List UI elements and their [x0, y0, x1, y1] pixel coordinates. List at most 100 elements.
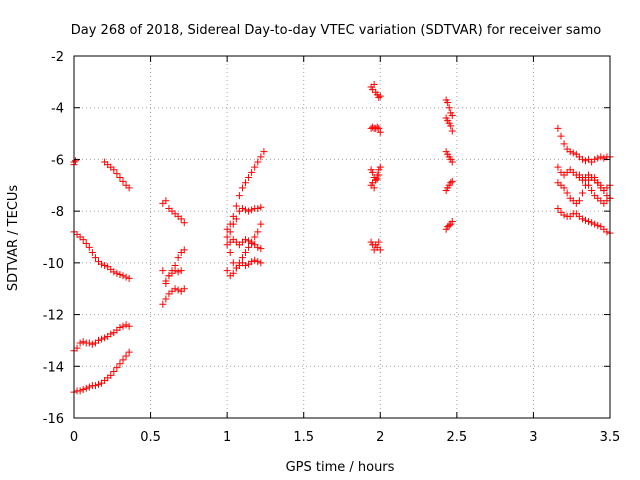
data-point-plus — [101, 261, 109, 269]
series-arc-11 — [223, 203, 265, 241]
series-arc-25 — [554, 124, 614, 166]
data-point-plus — [447, 122, 455, 130]
data-point-plus — [223, 267, 231, 275]
data-point-plus — [260, 148, 268, 156]
data-point-plus — [79, 236, 87, 244]
data-point-plus — [110, 166, 118, 174]
data-point-plus — [375, 93, 383, 101]
series-arc-10 — [223, 148, 268, 233]
data-point-plus — [245, 243, 253, 251]
x-tick-label: 2 — [376, 430, 384, 445]
data-point-plus — [373, 123, 381, 131]
data-point-plus — [85, 243, 93, 251]
data-point-plus — [242, 179, 250, 187]
series-arc-9 — [162, 267, 185, 288]
data-point-plus — [72, 157, 80, 165]
data-point-plus — [581, 216, 589, 224]
plot-frame — [73, 55, 611, 419]
data-point-plus — [180, 219, 188, 227]
data-point-plus — [119, 272, 127, 280]
x-tick-label: 2.5 — [447, 430, 468, 445]
series-arc-20 — [442, 96, 456, 119]
data-point-plus — [251, 163, 259, 171]
data-point-plus — [376, 92, 384, 100]
data-point-plus — [116, 324, 124, 331]
data-point-plus — [257, 259, 265, 267]
data-point-plus — [560, 211, 568, 219]
data-point-plus — [122, 321, 130, 329]
x-tick-label: 1 — [223, 430, 231, 445]
data-point-plus — [557, 132, 565, 140]
data-point-plus — [110, 268, 118, 276]
data-point-plus — [257, 203, 265, 211]
data-point-plus — [569, 149, 577, 157]
data-point-plus — [226, 228, 234, 236]
series-arc-5 — [101, 158, 133, 192]
series-arc-18 — [367, 171, 383, 192]
data-point-plus — [257, 153, 265, 161]
series-arc-24 — [442, 217, 456, 233]
data-point-plus — [88, 340, 96, 348]
series-arc-28 — [554, 205, 614, 237]
data-point-plus — [88, 249, 96, 257]
data-point-plus — [376, 128, 384, 136]
data-point-plus — [238, 205, 246, 213]
data-point-plus — [107, 371, 115, 379]
data-point-plus — [554, 205, 562, 213]
data-point-plus — [369, 168, 377, 176]
data-point-plus — [122, 273, 130, 281]
data-point-plus — [125, 348, 133, 356]
data-point-plus — [238, 184, 246, 192]
series-arc-4 — [70, 348, 133, 396]
data-point-plus — [370, 184, 378, 192]
data-point-plus — [76, 387, 84, 395]
data-point-plus — [245, 207, 253, 215]
data-point-plus — [448, 177, 456, 185]
data-point-plus — [232, 215, 240, 223]
data-point-plus — [594, 221, 602, 229]
data-point-plus — [445, 104, 453, 112]
data-point-plus — [248, 206, 256, 214]
data-point-plus — [254, 205, 262, 213]
series-arc-21 — [442, 114, 456, 135]
data-point-plus — [113, 269, 121, 277]
data-point-plus — [119, 356, 127, 364]
data-point-plus — [177, 267, 185, 275]
data-point-plus — [591, 155, 599, 163]
data-point-plus — [125, 322, 133, 330]
data-point-plus — [591, 220, 599, 228]
data-point-plus — [251, 233, 259, 241]
data-point-plus — [180, 246, 188, 254]
data-point-plus — [110, 367, 118, 375]
data-point-plus — [159, 267, 167, 275]
data-point-plus — [581, 157, 589, 165]
y-tick-label: -10 — [43, 257, 64, 272]
data-point-plus — [119, 177, 127, 185]
data-point-plus — [575, 197, 583, 205]
x-axis-label: GPS time / hours — [286, 460, 395, 475]
chart-title: Day 268 of 2018, Sidereal Day-to-day VTE… — [71, 23, 602, 38]
marks-layer — [70, 80, 614, 396]
data-point-plus — [95, 336, 103, 344]
x-tick-label: 3.5 — [600, 430, 621, 445]
data-point-plus — [257, 220, 265, 228]
data-point-plus — [448, 127, 456, 135]
data-point-plus — [116, 174, 124, 182]
data-point-plus — [171, 267, 179, 275]
data-point-plus — [448, 111, 456, 119]
series-arc-22 — [442, 148, 456, 166]
data-point-plus — [119, 322, 127, 330]
data-point-plus — [370, 80, 378, 88]
data-point-plus — [116, 270, 124, 278]
data-point-plus — [73, 344, 81, 352]
y-tick-label: -8 — [51, 205, 64, 220]
y-tick-label: -6 — [51, 153, 64, 168]
data-point-plus — [162, 197, 170, 205]
data-point-plus — [560, 140, 568, 148]
data-point-plus — [376, 246, 384, 254]
data-point-plus — [603, 228, 611, 236]
data-point-plus — [242, 236, 250, 244]
data-point-plus — [600, 154, 608, 162]
